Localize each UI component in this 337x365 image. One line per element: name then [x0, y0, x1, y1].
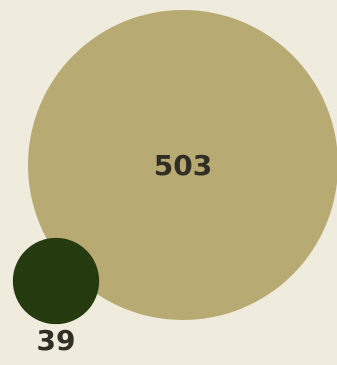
bubble-503	[28, 10, 337, 320]
bubbles-group	[12, 10, 337, 325]
bubble-label-503: 503	[154, 149, 212, 182]
labels-group: 503 39	[37, 149, 213, 357]
bubble-39	[12, 237, 100, 325]
bubble-label-39: 39	[37, 324, 76, 357]
